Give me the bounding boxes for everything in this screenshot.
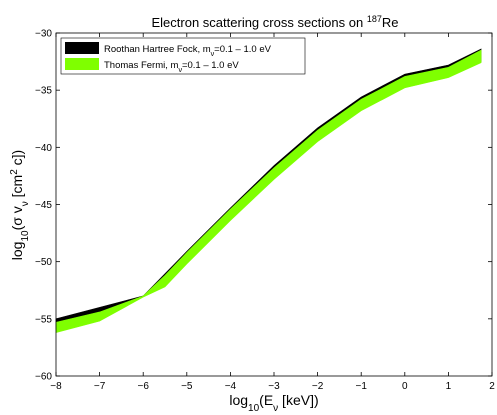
series-band-1 bbox=[55, 49, 482, 333]
plot-frame bbox=[55, 32, 493, 377]
x-tick-label: −2 bbox=[312, 381, 324, 392]
chart-title: Electron scattering cross sections on 18… bbox=[152, 14, 399, 30]
legend: Roothan Hartree Fock, mν=0.1 – 1.0 eV Th… bbox=[60, 37, 306, 75]
x-tick-label: −8 bbox=[50, 381, 62, 392]
x-tick-label: 1 bbox=[446, 381, 452, 392]
y-tick-label: −40 bbox=[35, 143, 52, 154]
y-tick-label: −35 bbox=[35, 86, 52, 97]
x-tick-label: −4 bbox=[225, 381, 237, 392]
legend-swatch-thomas-fermi bbox=[65, 58, 99, 70]
legend-swatch-hartree-fock bbox=[65, 42, 99, 54]
x-axis-ticks: −8 −7 −6 −5 −4 −3 −2 −1 0 1 2 bbox=[50, 33, 495, 392]
x-tick-label: −5 bbox=[181, 381, 193, 392]
x-tick-label: −3 bbox=[268, 381, 280, 392]
x-tick-label: −7 bbox=[94, 381, 106, 392]
legend-box bbox=[60, 37, 306, 75]
legend-label-thomas-fermi: Thomas Fermi, mν=0.1 – 1.0 eV bbox=[104, 60, 239, 74]
y-tick-label: −30 bbox=[35, 29, 52, 40]
series-layer bbox=[55, 48, 482, 333]
legend-label-hartree-fock: Roothan Hartree Fock, mν=0.1 – 1.0 eV bbox=[104, 44, 272, 58]
x-tick-label: −1 bbox=[355, 381, 367, 392]
x-tick-label: −6 bbox=[137, 381, 149, 392]
x-tick-label: 0 bbox=[402, 381, 408, 392]
y-tick-label: −50 bbox=[35, 257, 52, 268]
y-tick-label: −60 bbox=[35, 372, 52, 383]
y-axis-ticks: −60 −55 −50 −45 −40 −35 −30 bbox=[35, 29, 492, 383]
y-tick-label: −45 bbox=[35, 200, 52, 211]
x-tick-label: 2 bbox=[489, 381, 495, 392]
y-tick-label: −55 bbox=[35, 314, 52, 325]
y-axis-label: log10(σ vν [cm2 c]) bbox=[9, 150, 31, 260]
series-band-0 bbox=[55, 48, 482, 330]
x-axis-label: log10(Eν [keV]) bbox=[229, 392, 318, 414]
